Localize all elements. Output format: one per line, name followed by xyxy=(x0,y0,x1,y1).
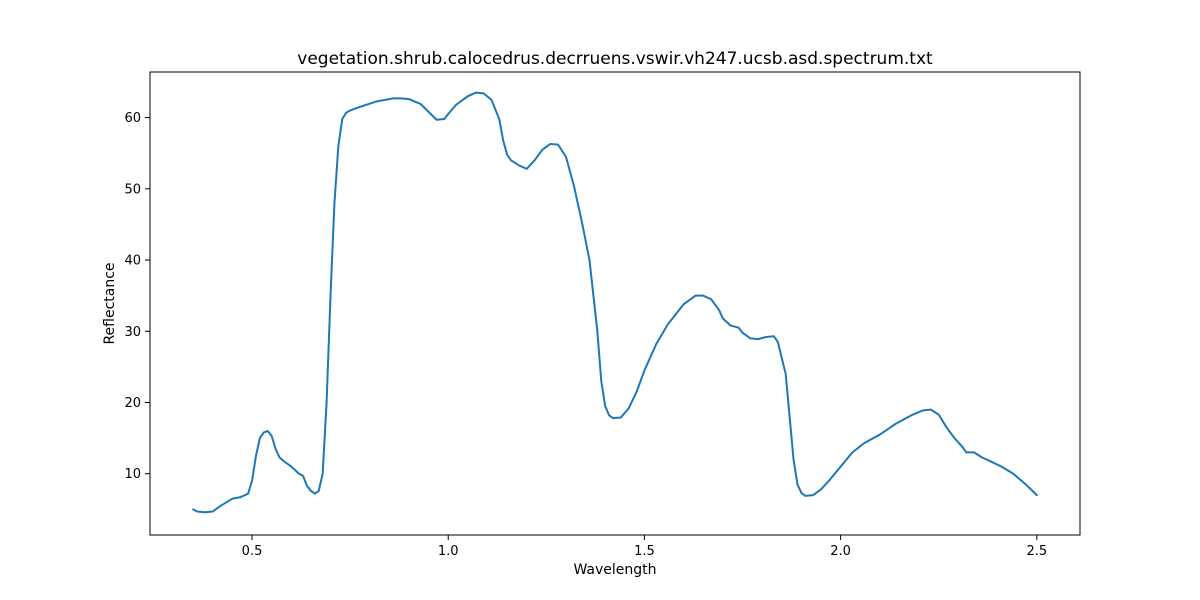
x-axis: 0.5 1.0 1.5 2.0 2.5 xyxy=(242,535,1047,559)
chart-title: vegetation.shrub.calocedrus.decrruens.vs… xyxy=(297,49,933,69)
x-tick-label: 2.5 xyxy=(1026,544,1047,559)
y-tick-label: 50 xyxy=(124,182,141,197)
y-tick-label: 20 xyxy=(124,396,141,411)
x-tick-label: 1.5 xyxy=(634,544,655,559)
y-axis-label: Reflectance xyxy=(102,262,118,344)
series-line-0 xyxy=(192,91,1038,514)
x-axis-label: Wavelength xyxy=(573,562,656,578)
plot-area xyxy=(192,91,1038,514)
x-tick-label: 1.0 xyxy=(438,544,459,559)
axes-frame xyxy=(149,71,1081,536)
y-tick-label: 40 xyxy=(124,254,141,269)
x-tick-label: 0.5 xyxy=(242,544,263,559)
x-tick-label: 2.0 xyxy=(830,544,851,559)
y-axis: 10 20 30 40 50 60 xyxy=(124,111,150,482)
y-tick-label: 30 xyxy=(124,325,141,340)
y-tick-label: 10 xyxy=(124,467,141,482)
y-tick-label: 60 xyxy=(124,111,141,126)
